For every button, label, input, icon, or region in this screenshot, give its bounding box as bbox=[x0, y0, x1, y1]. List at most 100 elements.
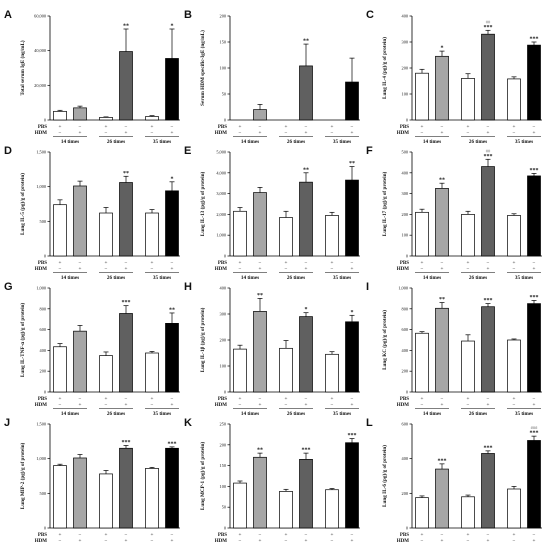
bar bbox=[145, 116, 159, 121]
pbs-sign: + bbox=[421, 532, 424, 538]
hdm-sign: − bbox=[331, 402, 334, 408]
pbs-sign: − bbox=[171, 396, 174, 402]
hdm-sign: + bbox=[441, 402, 444, 408]
hdm-sign: + bbox=[79, 538, 82, 543]
hdm-sign: − bbox=[105, 402, 108, 408]
y-tick-label: 200 bbox=[220, 14, 226, 19]
group-label: 26 times bbox=[469, 411, 487, 417]
significance-label-secondary: ## bbox=[486, 19, 491, 24]
hdm-sign: + bbox=[351, 266, 354, 272]
group-label: 14 times bbox=[61, 275, 79, 281]
bar bbox=[325, 215, 339, 257]
pbs-sign: + bbox=[513, 124, 516, 130]
hdm-sign: + bbox=[487, 538, 490, 543]
hdm-sign: + bbox=[441, 130, 444, 136]
hdm-sign: + bbox=[533, 402, 536, 408]
bar bbox=[415, 72, 429, 121]
bar bbox=[119, 447, 133, 529]
y-tick-label: 200 bbox=[220, 442, 226, 447]
panel-letter: H bbox=[184, 281, 192, 293]
bar bbox=[527, 175, 541, 257]
pbs-sign: + bbox=[151, 532, 154, 538]
hdm-sign: − bbox=[467, 266, 470, 272]
bar bbox=[165, 58, 179, 121]
y-tick-label: 1,000 bbox=[36, 184, 46, 190]
pbs-sign: − bbox=[441, 124, 444, 130]
significance-label: ** bbox=[303, 39, 309, 45]
y-tick-label: 200 bbox=[40, 369, 46, 374]
y-tick-label: 0 bbox=[406, 390, 408, 395]
y-tick-label: 500 bbox=[40, 219, 46, 224]
hdm-sign: + bbox=[171, 130, 174, 136]
pbs-sign: − bbox=[79, 396, 82, 402]
pbs-sign: − bbox=[533, 396, 536, 402]
hdm-sign: + bbox=[125, 130, 128, 136]
hdm-sign: − bbox=[239, 402, 242, 408]
row-label-pbs: PBS bbox=[218, 397, 227, 402]
y-tick-label: 500 bbox=[40, 491, 46, 496]
bar bbox=[99, 355, 113, 393]
pbs-sign: − bbox=[79, 532, 82, 538]
bar bbox=[53, 465, 67, 529]
significance-label: * bbox=[351, 310, 354, 316]
pbs-sign: + bbox=[105, 124, 108, 130]
y-axis-label: Lung IL-13 (pg)/g of protein) bbox=[199, 171, 206, 236]
hdm-sign: + bbox=[259, 130, 262, 136]
pbs-sign: + bbox=[285, 260, 288, 266]
hdm-sign: − bbox=[513, 266, 516, 272]
panel-letter: D bbox=[4, 145, 12, 157]
pbs-sign: + bbox=[105, 532, 108, 538]
y-tick-label: 100 bbox=[402, 233, 408, 238]
significance-label: * bbox=[305, 307, 308, 313]
row-label-hdm: HDM bbox=[35, 267, 48, 272]
significance-label: *** bbox=[122, 440, 131, 446]
pbs-sign: + bbox=[421, 396, 424, 402]
bar bbox=[299, 65, 313, 121]
bar bbox=[253, 456, 267, 529]
hdm-sign: + bbox=[171, 402, 174, 408]
bar bbox=[145, 468, 159, 529]
hdm-sign: − bbox=[467, 130, 470, 136]
significance-label: *** bbox=[484, 25, 493, 31]
group-label: 26 times bbox=[469, 139, 487, 145]
bar bbox=[119, 182, 133, 257]
significance-label: *** bbox=[438, 458, 447, 464]
y-tick-label: 400 bbox=[40, 348, 46, 353]
bar bbox=[507, 488, 521, 529]
bar bbox=[99, 117, 113, 121]
hdm-sign: − bbox=[105, 266, 108, 272]
bar bbox=[435, 188, 449, 257]
bar bbox=[279, 491, 293, 529]
group-label: 26 times bbox=[107, 275, 125, 281]
hdm-sign: + bbox=[259, 538, 262, 543]
y-tick-label: 0 bbox=[44, 390, 46, 395]
y-tick-label: 0 bbox=[44, 118, 46, 123]
y-tick-label: 200 bbox=[402, 212, 408, 217]
hdm-sign: − bbox=[513, 402, 516, 408]
panel-letter: G bbox=[4, 281, 13, 293]
group-label: 14 times bbox=[241, 139, 259, 145]
group-label: 26 times bbox=[287, 275, 305, 281]
hdm-sign: − bbox=[239, 266, 242, 272]
hdm-sign: + bbox=[79, 266, 82, 272]
pbs-sign: + bbox=[331, 260, 334, 266]
hdm-sign: − bbox=[59, 402, 62, 408]
bar bbox=[299, 181, 313, 257]
y-tick-label: 0 bbox=[224, 254, 226, 259]
panel-l: L Lung IL-6 (pg)/g of protein) 0 200 400 600 +… bbox=[366, 417, 542, 543]
bar bbox=[481, 453, 495, 529]
panel-g: G Lung IL-TNF-α (pg)/g of protein) 0 200 400… bbox=[4, 281, 180, 417]
hdm-sign: + bbox=[533, 538, 536, 543]
hdm-sign: + bbox=[305, 266, 308, 272]
bar bbox=[73, 330, 87, 393]
group-label: 35 times bbox=[153, 411, 171, 417]
row-label-pbs: PBS bbox=[400, 125, 409, 130]
y-tick-label: 150 bbox=[220, 40, 226, 45]
panel-i: I Lung KC (pg)/g of protein) 0 200 400 600 800… bbox=[366, 281, 542, 417]
bar bbox=[461, 496, 475, 529]
significance-label: ** bbox=[169, 307, 175, 313]
bar bbox=[461, 78, 475, 121]
y-tick-label: 0 bbox=[44, 254, 46, 259]
hdm-sign: − bbox=[285, 130, 288, 136]
y-tick-label: 400 bbox=[402, 456, 408, 461]
